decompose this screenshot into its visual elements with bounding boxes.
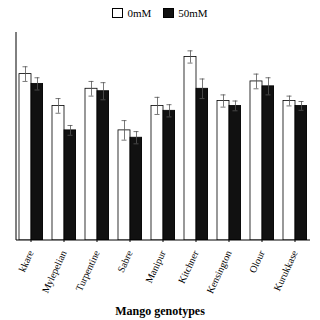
html-text:Mango genotypes: Mango genotypes (115, 304, 205, 318)
svg-text:Sabre: Sabre (115, 248, 135, 274)
svg-text:Kitchner: Kitchner (176, 248, 201, 285)
svg-text:Kensington: Kensington (204, 249, 233, 295)
svg-text:kkare: kkare (16, 248, 36, 273)
svg-text:Kurukkase: Kurukkase (271, 248, 300, 292)
svg-text:Turpentine: Turpentine (73, 248, 102, 293)
html-text:0mM: 0mM (127, 7, 152, 19)
svg-text:Olour: Olour (247, 248, 267, 274)
svg-text:Mylepelian: Mylepelian (39, 249, 68, 295)
html-text:50mM: 50mM (178, 7, 208, 19)
svg-text:Manipur: Manipur (143, 248, 168, 284)
